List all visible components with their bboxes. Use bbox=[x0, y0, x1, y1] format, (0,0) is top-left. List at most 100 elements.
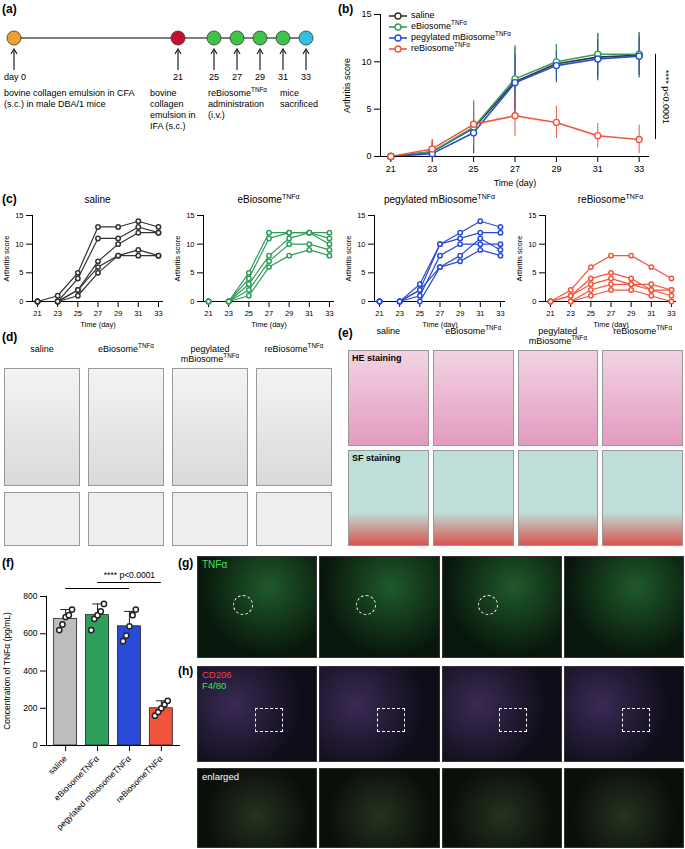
svg-text:10: 10 bbox=[357, 240, 365, 249]
svg-text:**** p<0.0001: **** p<0.0001 bbox=[661, 70, 671, 124]
svg-text:0: 0 bbox=[532, 297, 536, 306]
svg-text:Arthritis score: Arthritis score bbox=[515, 236, 524, 282]
svg-text:Arthritis score: Arthritis score bbox=[2, 236, 11, 282]
svg-text:15: 15 bbox=[361, 9, 371, 19]
svg-text:0: 0 bbox=[366, 151, 371, 161]
svg-text:33: 33 bbox=[154, 309, 162, 318]
svg-text:27: 27 bbox=[510, 164, 520, 174]
svg-text:21: 21 bbox=[386, 164, 396, 174]
svg-text:800: 800 bbox=[23, 591, 37, 601]
svg-text:23: 23 bbox=[396, 309, 404, 318]
html-text:(f): (f) bbox=[2, 556, 14, 570]
html-text:reBiosomeTNFα: reBiosomeTNFα bbox=[411, 41, 470, 53]
svg-text:**** p<0.0001: **** p<0.0001 bbox=[104, 570, 156, 580]
svg-text:29: 29 bbox=[114, 309, 122, 318]
svg-text:0: 0 bbox=[361, 297, 365, 306]
svg-text:25: 25 bbox=[469, 164, 479, 174]
svg-text:400: 400 bbox=[23, 666, 37, 676]
svg-text:10: 10 bbox=[15, 240, 23, 249]
html-text:pegylated mBiosomeTNFα: pegylated mBiosomeTNFα bbox=[384, 192, 495, 205]
svg-text:23: 23 bbox=[427, 164, 437, 174]
html-text:reBiosomeTNFα: reBiosomeTNFα bbox=[264, 342, 324, 354]
svg-text:0: 0 bbox=[19, 297, 23, 306]
html-text:(h): (h) bbox=[178, 664, 194, 678]
svg-text:Arthritis score: Arthritis score bbox=[173, 236, 182, 282]
html-text:eBiosomeTNFα: eBiosomeTNFα bbox=[445, 324, 502, 336]
html-text:(a): (a) bbox=[2, 2, 17, 16]
svg-text:21: 21 bbox=[33, 309, 41, 318]
svg-text:10: 10 bbox=[186, 240, 194, 249]
html-text:reBiosomeTNFα: reBiosomeTNFα bbox=[577, 192, 644, 205]
svg-text:33: 33 bbox=[667, 309, 675, 318]
svg-text:33: 33 bbox=[496, 309, 504, 318]
svg-text:31: 31 bbox=[476, 309, 484, 318]
svg-text:eBiosomeTNFα: eBiosomeTNFα bbox=[51, 753, 101, 803]
svg-text:600: 600 bbox=[23, 628, 37, 638]
svg-text:29: 29 bbox=[551, 164, 561, 174]
svg-text:29: 29 bbox=[456, 309, 464, 318]
html-text:pegylated mBiosomeTNFα: pegylated mBiosomeTNFα bbox=[528, 326, 588, 346]
svg-text:25: 25 bbox=[587, 309, 595, 318]
html-text:pegylated mBiosomeTNFα: pegylated mBiosomeTNFα bbox=[180, 344, 240, 364]
svg-text:33: 33 bbox=[634, 164, 644, 174]
html-text:reBiosomeTNFα: reBiosomeTNFα bbox=[613, 324, 673, 336]
svg-text:15: 15 bbox=[186, 211, 194, 220]
svg-text:pegylated mBiosomeTNFα: pegylated mBiosomeTNFα bbox=[54, 753, 133, 832]
svg-text:reBiosomeTNFα: reBiosomeTNFα bbox=[114, 754, 165, 805]
svg-text:15: 15 bbox=[15, 211, 23, 220]
svg-text:Time (day): Time (day) bbox=[251, 320, 287, 329]
html-text:(g): (g) bbox=[178, 556, 194, 570]
html-text:(d): (d) bbox=[2, 330, 18, 344]
html-text:reBiosomeTNFα: reBiosomeTNFα bbox=[208, 86, 267, 98]
html-text:eBiosomeTNFα: eBiosomeTNFα bbox=[237, 192, 300, 205]
svg-text:Concentration of TNFα (pg/mL): Concentration of TNFα (pg/mL) bbox=[2, 612, 12, 730]
svg-text:23: 23 bbox=[567, 309, 575, 318]
svg-text:31: 31 bbox=[134, 309, 142, 318]
html-text:eBiosomeTNFα: eBiosomeTNFα bbox=[411, 19, 467, 31]
svg-text:27: 27 bbox=[265, 309, 273, 318]
svg-text:21: 21 bbox=[375, 309, 383, 318]
svg-text:Arthritis score: Arthritis score bbox=[344, 236, 353, 282]
svg-text:21: 21 bbox=[204, 309, 212, 318]
svg-text:21: 21 bbox=[546, 309, 554, 318]
svg-text:27: 27 bbox=[94, 309, 102, 318]
svg-text:27: 27 bbox=[436, 309, 444, 318]
svg-text:10: 10 bbox=[361, 57, 371, 67]
svg-text:0: 0 bbox=[33, 740, 38, 750]
svg-text:25: 25 bbox=[416, 309, 424, 318]
html-text:administration (i.v.): administration (i.v.) bbox=[208, 99, 264, 120]
svg-text:5: 5 bbox=[190, 268, 194, 277]
html-text:(c): (c) bbox=[2, 192, 17, 206]
svg-text:Time (day): Time (day) bbox=[80, 320, 116, 329]
svg-text:15: 15 bbox=[357, 211, 365, 220]
svg-text:25: 25 bbox=[245, 309, 253, 318]
svg-text:200: 200 bbox=[23, 703, 37, 713]
svg-text:15: 15 bbox=[528, 211, 536, 220]
html-text:mice sacrificed: mice sacrificed bbox=[280, 88, 318, 109]
svg-text:10: 10 bbox=[528, 240, 536, 249]
svg-text:29: 29 bbox=[627, 309, 635, 318]
svg-text:5: 5 bbox=[361, 268, 365, 277]
svg-text:5: 5 bbox=[532, 268, 536, 277]
svg-text:5: 5 bbox=[19, 268, 23, 277]
html-text:eBiosomeTNFα: eBiosomeTNFα bbox=[98, 342, 154, 354]
html-text:(b): (b) bbox=[338, 2, 354, 16]
svg-text:31: 31 bbox=[305, 309, 313, 318]
svg-text:31: 31 bbox=[647, 309, 655, 318]
html-text:bovine collagen emulsion in CF: bovine collagen emulsion in CFA (s.c.) i… bbox=[4, 88, 135, 109]
svg-text:31: 31 bbox=[593, 164, 603, 174]
html-text:(e): (e) bbox=[338, 326, 353, 340]
svg-text:29: 29 bbox=[285, 309, 293, 318]
svg-text:23: 23 bbox=[225, 309, 233, 318]
svg-text:33: 33 bbox=[325, 309, 333, 318]
svg-text:27: 27 bbox=[607, 309, 615, 318]
html-text:pegylated mBiosomeTNFα: pegylated mBiosomeTNFα bbox=[411, 30, 511, 42]
svg-text:5: 5 bbox=[366, 104, 371, 114]
svg-text:Time (day): Time (day) bbox=[494, 178, 537, 188]
html-text:bovine collagen emulsion in IF: bovine collagen emulsion in IFA (s.c.) bbox=[150, 88, 196, 131]
svg-text:saline: saline bbox=[46, 753, 69, 776]
svg-text:25: 25 bbox=[74, 309, 82, 318]
svg-text:0: 0 bbox=[190, 297, 194, 306]
svg-text:Arthritis score: Arthritis score bbox=[342, 58, 352, 113]
svg-text:23: 23 bbox=[54, 309, 62, 318]
